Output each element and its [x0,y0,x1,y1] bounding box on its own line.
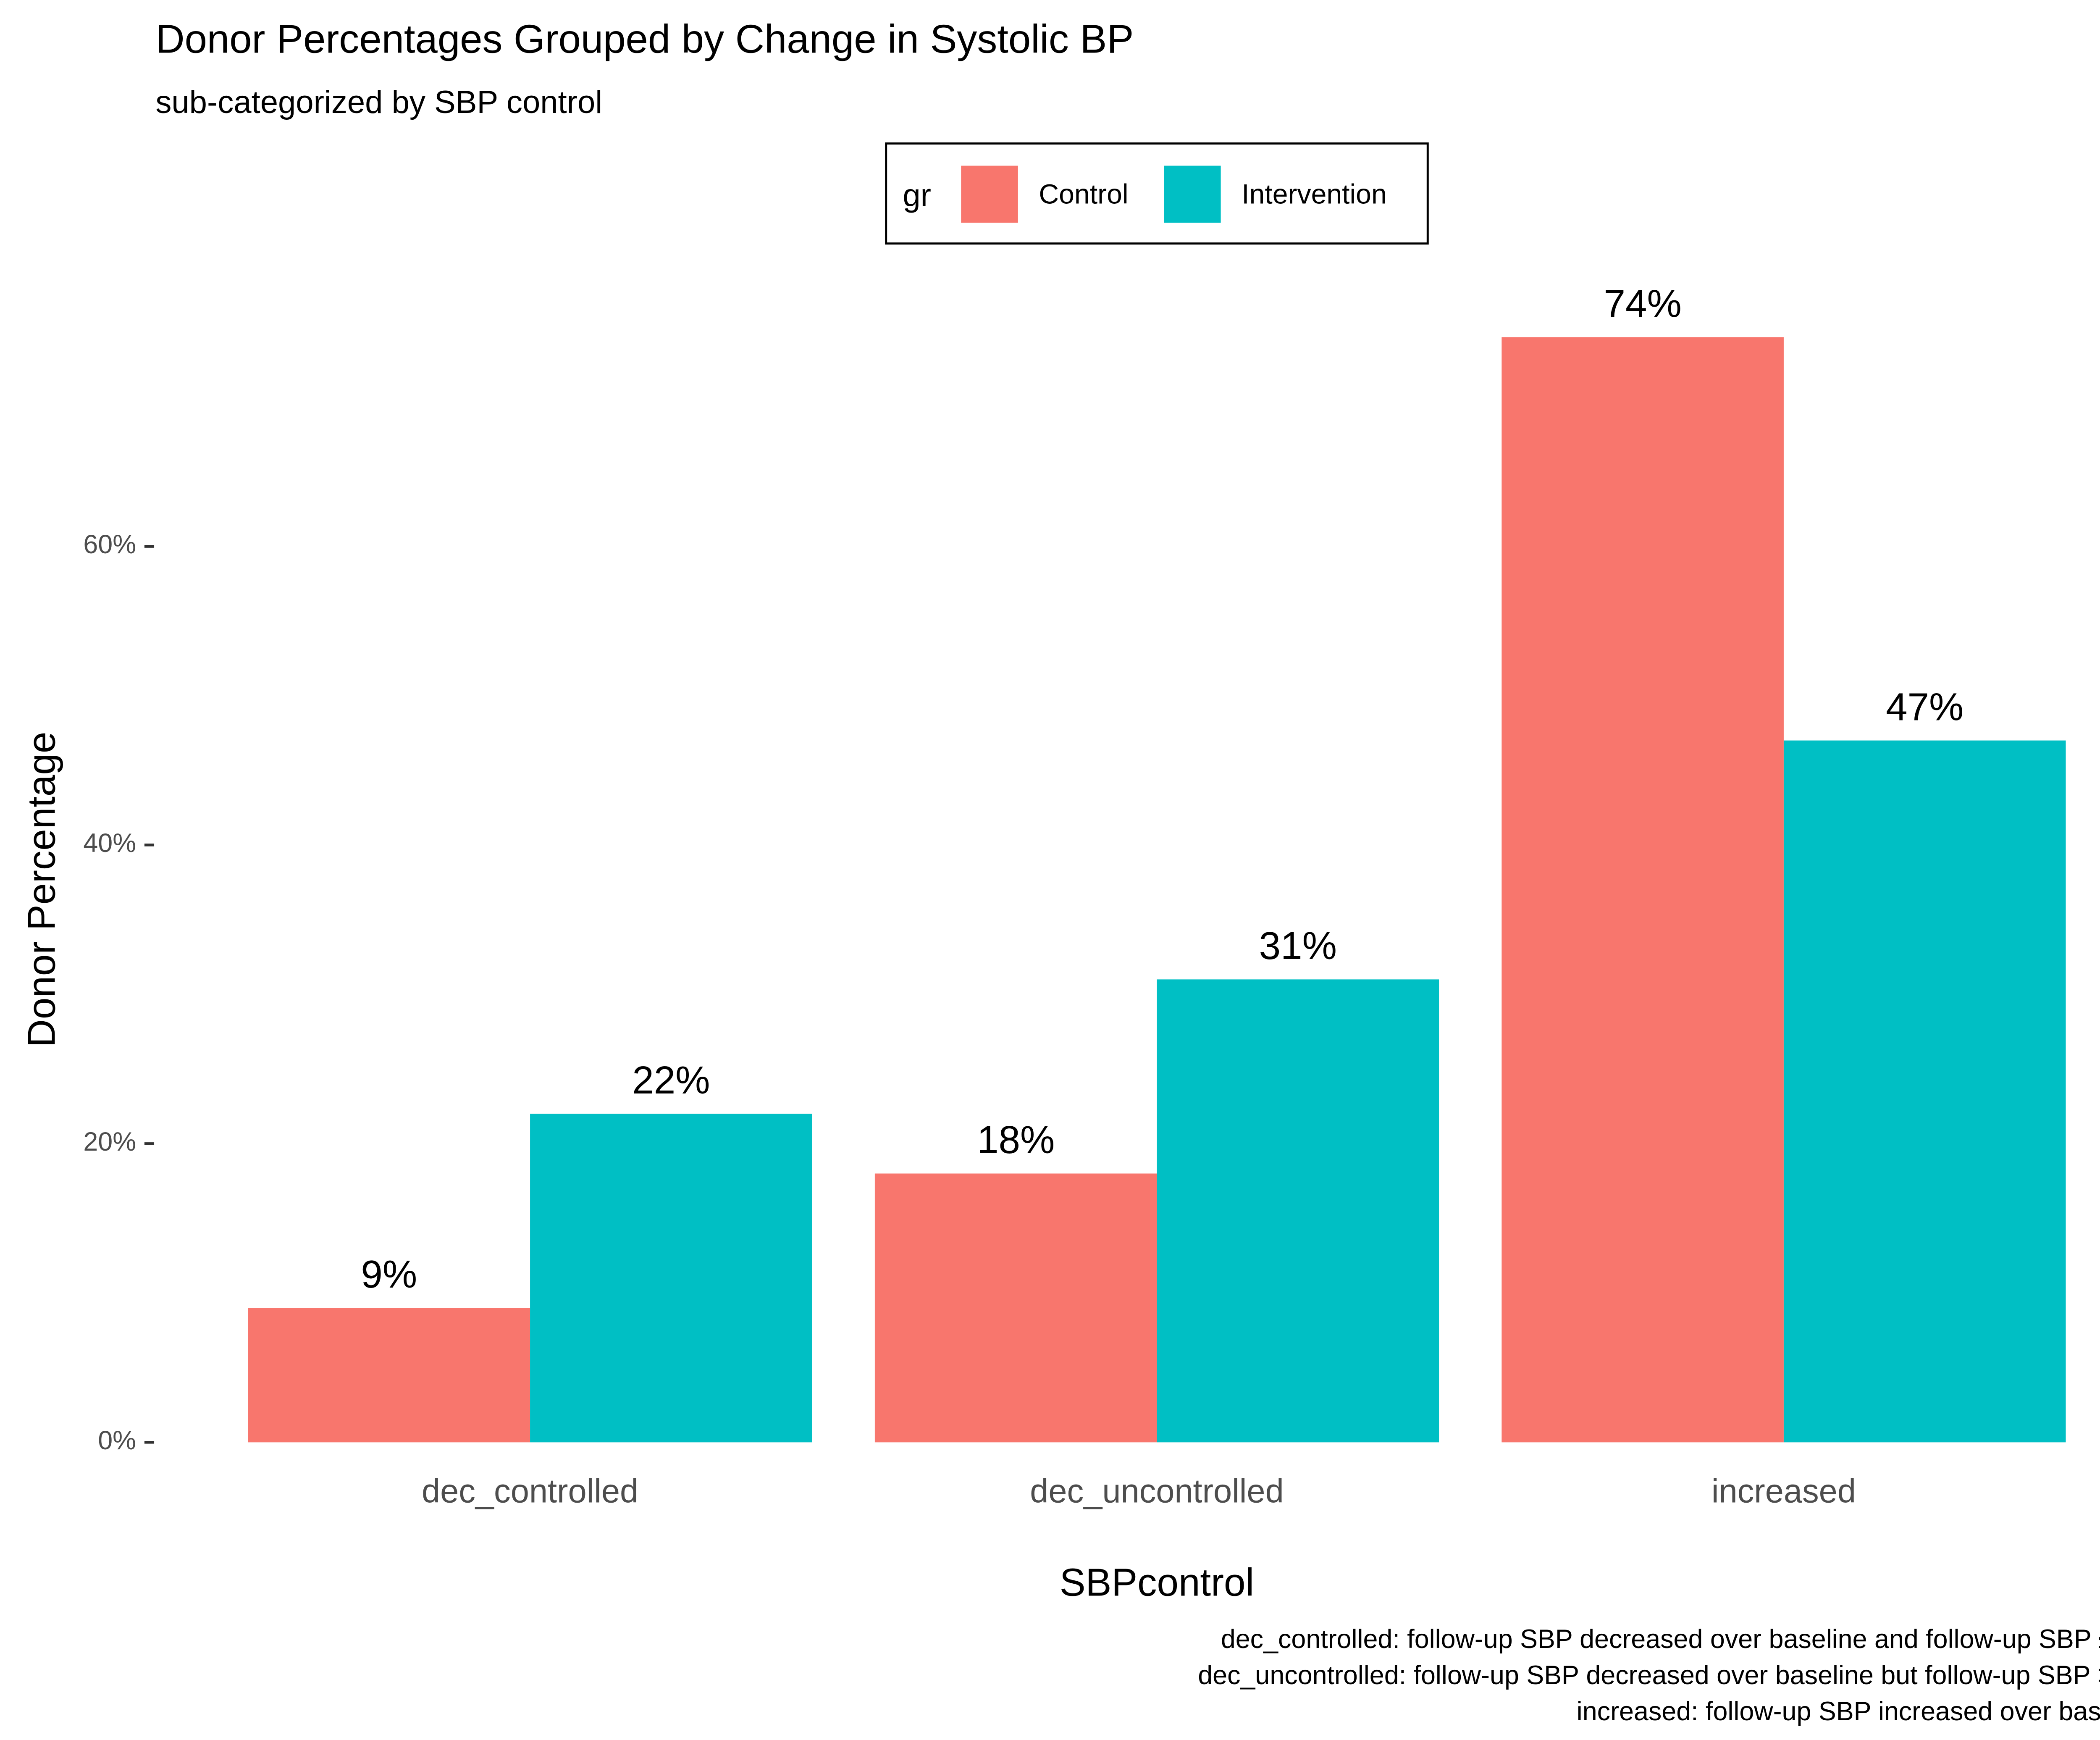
caption: increased: follow-up SBP increased over … [1577,1697,2100,1726]
legend-swatch [961,166,1018,223]
legend-label: Control [1039,179,1128,210]
bar [248,1308,530,1443]
y-tick-label: 0% [98,1426,136,1455]
chart-title: Donor Percentages Grouped by Change in S… [155,17,1134,62]
x-tick-label: dec_controlled [422,1472,638,1510]
y-tick-label: 20% [83,1127,136,1156]
value-label: 18% [977,1118,1055,1162]
value-label: 22% [632,1058,710,1102]
x-axis-title: SBPcontrol [1060,1560,1254,1604]
y-axis-title: Donor Percentage [19,732,63,1047]
caption: dec_controlled: follow-up SBP decreased … [1221,1624,2100,1654]
y-tick-label: 40% [83,828,136,858]
bar [874,1173,1157,1443]
legend-label: Intervention [1242,179,1387,210]
bar [530,1114,812,1443]
value-label: 74% [1604,282,1681,326]
caption: dec_uncontrolled: follow-up SBP decrease… [1198,1661,2100,1690]
value-label: 31% [1259,924,1337,967]
x-tick-label: dec_uncontrolled [1030,1472,1284,1510]
chart-subtitle: sub-categorized by SBP control [155,84,602,120]
legend-title: gr [903,178,931,213]
legend-swatch [1164,166,1221,223]
y-tick-label: 60% [83,530,136,559]
x-tick-label: increased [1712,1472,1856,1510]
value-label: 9% [361,1252,417,1296]
value-label: 47% [1886,685,1964,728]
bar [1502,337,1784,1443]
bar [1157,979,1439,1443]
bar [1783,740,2066,1443]
